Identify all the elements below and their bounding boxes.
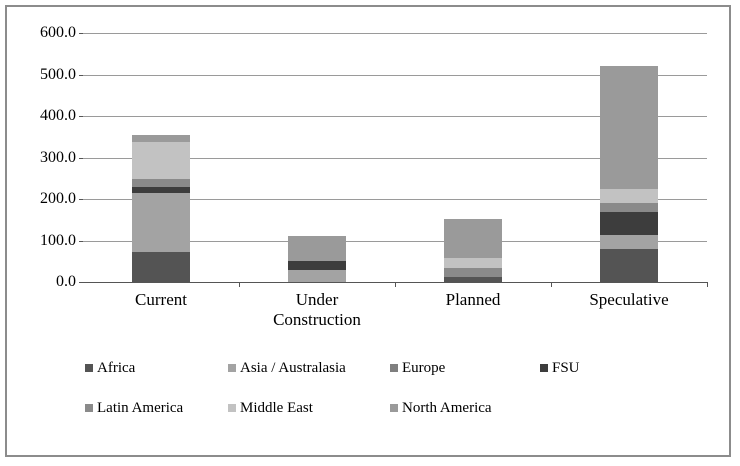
x-axis-category-label: Under Construction	[273, 290, 361, 329]
legend-label: Africa	[97, 360, 136, 376]
legend-swatch-icon	[390, 364, 398, 372]
y-axis-tick-label: 300.0	[40, 148, 76, 166]
x-axis-line	[83, 282, 708, 283]
bar-segment-asia-australasia-speculative	[600, 235, 658, 250]
bar-segment-north-america-current	[132, 134, 190, 142]
y-axis-tick	[79, 75, 83, 76]
y-axis-tick-label: 600.0	[40, 24, 76, 41]
gridline-200	[83, 199, 707, 200]
bar-segment-africa-current	[132, 252, 190, 282]
bar-segment-latin-america-planned	[444, 268, 502, 277]
gridline-500	[83, 75, 707, 76]
bar-segment-fsu-speculative	[600, 211, 658, 236]
legend-item-latin-america: Latin America	[85, 400, 183, 416]
bar-segment-north-america-speculative	[600, 66, 658, 190]
x-axis-category-label: Speculative	[589, 290, 669, 309]
legend-swatch-icon	[228, 404, 236, 412]
x-axis-tick	[239, 283, 240, 287]
legend-item-europe: Europe	[390, 360, 445, 376]
y-axis-tick-label: 500.0	[40, 65, 76, 83]
bar-segment-fsu-current	[132, 187, 190, 193]
bar-segment-middle-east-current	[132, 141, 190, 180]
bar-segment-north-america-planned	[444, 218, 502, 258]
legend-swatch-icon	[85, 404, 93, 412]
gridline-300	[83, 158, 707, 159]
gridline-100	[83, 241, 707, 242]
gridline-400	[83, 116, 707, 117]
legend-label: North America	[402, 400, 492, 416]
y-axis-tick	[79, 33, 83, 34]
x-axis-tick	[395, 283, 396, 287]
legend-label: Latin America	[97, 400, 184, 416]
bar-segment-latin-america-speculative	[600, 202, 658, 212]
legend-label: FSU	[552, 360, 580, 376]
bar-segment-middle-east-speculative	[600, 189, 658, 203]
legend-label: Asia / Australasia	[240, 360, 346, 376]
y-axis-tick	[79, 116, 83, 117]
legend-item-middle-east: Middle East	[228, 400, 313, 416]
y-axis-tick-label: 100.0	[40, 231, 76, 249]
legend-label: Middle East	[240, 400, 313, 416]
legend-item-north-america: North America	[390, 400, 492, 416]
y-axis-tick	[79, 199, 83, 200]
bar-segment-asia-australasia-under-construction	[288, 270, 346, 282]
legend-swatch-icon	[85, 364, 93, 372]
x-axis-category-label: Planned	[445, 290, 501, 309]
x-axis-tick	[551, 283, 552, 287]
bar-segment-middle-east-planned	[444, 257, 502, 269]
x-axis-category-label: Current	[135, 290, 187, 309]
x-axis-tick	[707, 283, 708, 287]
legend-swatch-icon	[390, 404, 398, 412]
y-axis-tick	[79, 158, 83, 159]
y-axis-tick	[79, 241, 83, 242]
bar-segment-fsu-under-construction	[288, 261, 346, 271]
bar-segment-north-america-under-construction	[288, 235, 346, 262]
y-axis-tick-label: 400.0	[40, 107, 76, 124]
legend-swatch-icon	[540, 364, 548, 372]
bar-segment-asia-australasia-current	[132, 192, 190, 253]
legend-item-asia-australasia: Asia / Australasia	[228, 360, 346, 376]
plot-area	[83, 33, 707, 282]
y-axis-tick-label: 0.0	[56, 273, 76, 290]
bar-segment-latin-america-current	[132, 179, 190, 188]
gridline-600	[83, 33, 707, 34]
legend-label: Europe	[402, 360, 446, 376]
bar-segment-africa-speculative	[600, 249, 658, 282]
y-axis-tick	[79, 282, 83, 283]
legend-swatch-icon	[228, 364, 236, 372]
y-axis-tick-label: 200.0	[40, 190, 76, 207]
legend-item-fsu: FSU	[540, 360, 580, 376]
legend-item-africa: Africa	[85, 360, 135, 376]
bar-segment-africa-planned	[444, 276, 502, 282]
